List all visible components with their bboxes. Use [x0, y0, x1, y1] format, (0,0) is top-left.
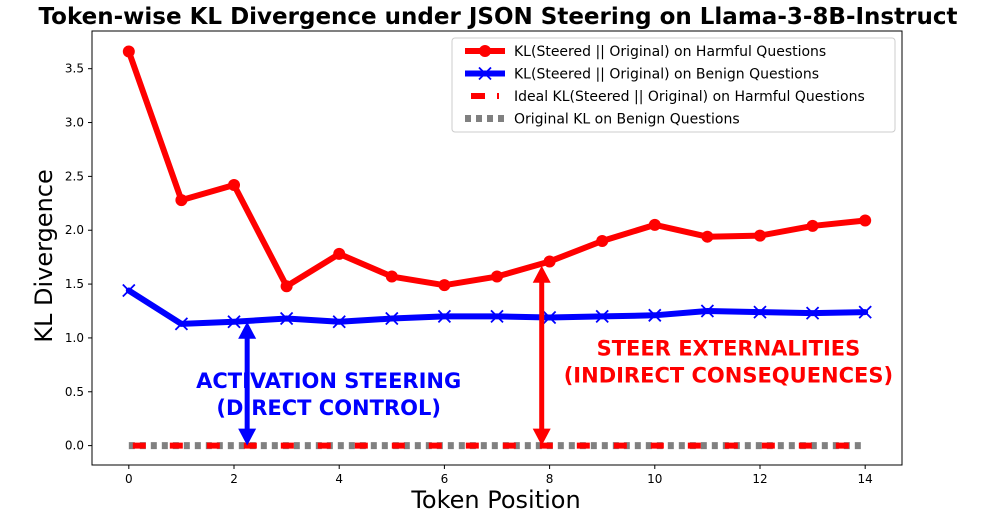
y-tick-label: 1.0 [65, 331, 84, 345]
annotation-arrow-head-bottom [532, 428, 551, 446]
annotations: ACTIVATION STEERING (DIRECT CONTROL) STEER… [196, 265, 893, 446]
legend: KL(Steered || Original) on Harmful Quest… [451, 37, 896, 133]
data-point-harmful [491, 270, 503, 283]
data-point-benign [437, 309, 452, 324]
plot-content [122, 45, 872, 450]
data-point-benign [332, 315, 346, 329]
data-point-harmful [333, 247, 346, 260]
data-point-harmful [228, 179, 241, 191]
data-point-benign [753, 305, 767, 319]
legend-label-3: Original KL on Benign Questions [514, 112, 740, 128]
data-point-benign [805, 306, 820, 320]
x-tick-label: 10 [647, 472, 662, 486]
y-tick-label: 2.0 [65, 223, 84, 237]
x-tick-label: 0 [125, 472, 133, 486]
x-axis-label: Token Position [410, 486, 580, 512]
chart-title: Token-wise KL Divergence under JSON Stee… [39, 4, 958, 30]
annotation-arrow-head-top [238, 321, 257, 339]
data-point-benign [648, 308, 662, 322]
data-point-benign [385, 311, 399, 326]
legend-label-1: KL(Steered || Original) on Benign Questi… [514, 67, 819, 83]
data-point-harmful [806, 219, 819, 232]
data-point-benign [279, 311, 294, 326]
annotation-text-0: ACTIVATION STEERING [196, 369, 461, 393]
data-point-benign [227, 315, 241, 329]
data-point-harmful [122, 45, 135, 58]
y-tick-label: 0.5 [65, 385, 84, 399]
y-tick-label: 3.0 [65, 116, 84, 130]
y-tick-label: 1.5 [65, 277, 84, 291]
data-point-benign [700, 304, 715, 318]
x-tick-label: 4 [335, 472, 343, 486]
data-point-harmful [438, 279, 451, 292]
annotation-text-0: (DIRECT CONTROL) [216, 396, 441, 420]
legend-label-2: Ideal KL(Steered || Original) on Harmful… [514, 89, 865, 105]
data-point-benign [490, 309, 504, 324]
data-point-harmful [175, 194, 188, 207]
plot-frame [91, 30, 903, 466]
annotation-text-1: STEER EXTERNALITIES [597, 337, 861, 361]
data-point-harmful [753, 229, 766, 242]
y-axis-label: KL Divergence [30, 169, 58, 342]
y-tick-label: 3.5 [65, 62, 84, 76]
x-axis-ticks: 0 2 4 6 8 10 12 14 [125, 465, 873, 486]
y-axis-ticks: 0.0 0.5 1.0 1.5 2.0 2.5 3.0 3.5 [65, 62, 92, 453]
data-point-harmful [280, 280, 293, 293]
data-point-harmful [701, 230, 714, 243]
y-tick-label: 2.5 [65, 169, 84, 183]
data-point-benign [174, 317, 189, 331]
legend-marker-1 [478, 66, 492, 81]
data-point-harmful [596, 235, 609, 247]
data-point-benign [122, 283, 136, 298]
annotation-arrow-head-top [532, 265, 551, 283]
data-point-benign [595, 309, 609, 324]
data-point-harmful [859, 214, 872, 227]
x-tick-label: 6 [441, 472, 449, 486]
annotation-text-1: (INDIRECT CONSEQUENCES) [564, 364, 893, 388]
legend-marker-0 [479, 45, 491, 57]
data-point-benign [858, 305, 872, 319]
data-point-harmful [385, 270, 398, 283]
legend-box [451, 37, 896, 133]
data-point-harmful [543, 255, 556, 268]
x-tick-label: 2 [230, 472, 238, 486]
x-tick-label: 14 [858, 472, 873, 486]
data-point-harmful [648, 218, 661, 231]
legend-label-0: KL(Steered || Original) on Harmful Quest… [514, 44, 826, 60]
x-tick-label: 8 [546, 472, 554, 486]
data-point-benign [542, 310, 557, 325]
x-tick-label: 12 [752, 472, 767, 486]
y-tick-label: 0.0 [65, 439, 84, 453]
annotation-arrow-head-bottom [238, 428, 257, 446]
